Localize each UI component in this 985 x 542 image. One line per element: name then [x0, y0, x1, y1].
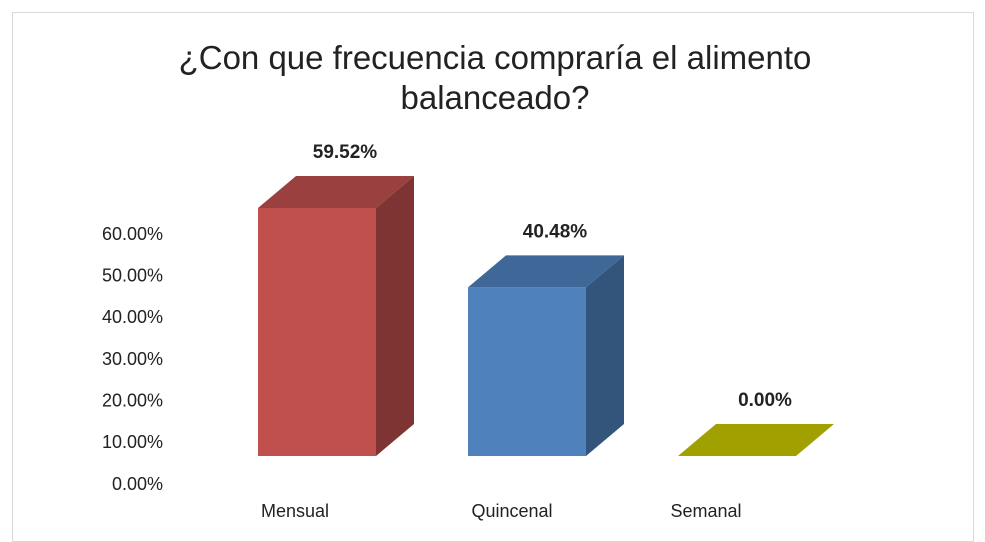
bar-top: [468, 255, 624, 288]
value-label: 40.48%: [523, 221, 588, 242]
y-tick-label: 30.00%: [102, 349, 163, 369]
bar: [468, 287, 586, 456]
bar-top: [258, 176, 414, 208]
y-tick-label: 0.00%: [112, 474, 163, 494]
value-label: 59.52%: [313, 142, 378, 163]
page: ¿Con que frecuencia compraría el aliment…: [12, 12, 974, 542]
y-tick-label: 60.00%: [102, 224, 163, 244]
y-tick-label: 40.00%: [102, 307, 163, 327]
x-tick-label: Quincenal: [471, 501, 552, 521]
chart: 0.00% 10.00% 20.00% 30.00% 40.00% 50.00% 60.00…: [102, 142, 834, 521]
x-tick-label: Mensual: [261, 501, 329, 521]
chart-title: ¿Con que frecuencia compraría el aliment…: [178, 39, 812, 116]
bar-top: [678, 424, 834, 456]
y-tick-label: 20.00%: [102, 390, 163, 410]
bar-side: [376, 176, 414, 456]
y-tick-label: 10.00%: [102, 432, 163, 452]
x-tick-label: Semanal: [670, 501, 741, 521]
bar-side: [586, 255, 624, 456]
bar: [258, 208, 376, 456]
value-label: 0.00%: [738, 390, 792, 411]
y-tick-label: 50.00%: [102, 265, 163, 285]
